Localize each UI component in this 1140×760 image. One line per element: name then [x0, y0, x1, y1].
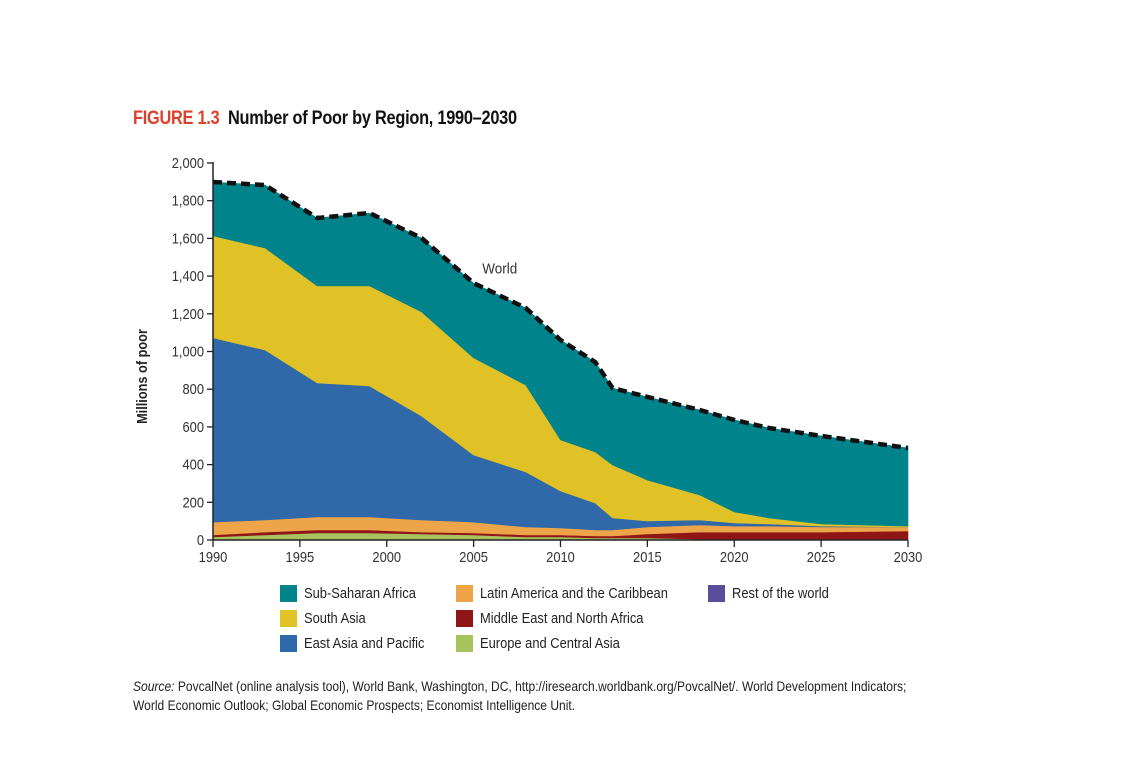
- legend-label: Sub-Saharan Africa: [304, 585, 416, 602]
- x-tick-label: 2030: [894, 548, 923, 565]
- y-tick-label: 1,800: [172, 192, 204, 209]
- figure-title: FIGURE 1.3 Number of Poor by Region, 1990…: [133, 108, 517, 130]
- legend-item-latin-america-caribbean: Latin America and the Caribbean: [456, 585, 698, 602]
- y-tick-label: 1,000: [172, 343, 204, 360]
- legend-label: East Asia and Pacific: [304, 635, 425, 652]
- legend-item-south-asia: South Asia: [280, 610, 376, 627]
- legend-swatch: [456, 610, 473, 627]
- legend-swatch: [456, 585, 473, 602]
- y-axis-label: Millions of poor: [134, 328, 150, 424]
- source-note: Source: PovcalNet (online analysis tool)…: [133, 677, 907, 715]
- x-tick-label: 1990: [199, 548, 228, 565]
- y-tick-label: 800: [183, 380, 205, 397]
- legend-label: Middle East and North Africa: [480, 610, 644, 627]
- x-tick-label: 1995: [286, 548, 315, 565]
- legend-swatch: [708, 585, 725, 602]
- x-tick-label: 2015: [633, 548, 662, 565]
- y-tick-label: 0: [197, 531, 204, 548]
- y-tick-label: 200: [183, 493, 205, 510]
- source-text: PovcalNet (online analysis tool), World …: [133, 678, 907, 713]
- legend-item-europe-central-asia: Europe and Central Asia: [456, 635, 643, 652]
- y-tick-label: 2,000: [172, 154, 204, 171]
- legend-label: Latin America and the Caribbean: [480, 585, 668, 602]
- world-annotation: World: [482, 261, 517, 278]
- legend-item-sub-saharan-africa: Sub-Saharan Africa: [280, 585, 434, 602]
- figure-title-text: Number of Poor by Region, 1990–2030: [228, 108, 517, 129]
- legend-label: South Asia: [304, 610, 366, 627]
- world-total-line: [212, 179, 909, 451]
- x-tick-label: 2020: [720, 548, 749, 565]
- x-tick-label: 2005: [459, 548, 488, 565]
- x-tick-label: 2025: [807, 548, 836, 565]
- source-label: Source:: [133, 678, 175, 694]
- legend-swatch: [280, 585, 297, 602]
- figure-number: FIGURE 1.3: [133, 108, 220, 129]
- y-tick-label: 1,200: [172, 305, 204, 322]
- y-tick-label: 1,600: [172, 229, 204, 246]
- x-tick-label: 2010: [546, 548, 575, 565]
- legend: Sub-Saharan Africa South Asia East Asia …: [280, 585, 900, 665]
- legend-item-middle-east-north-africa: Middle East and North Africa: [456, 610, 670, 627]
- legend-swatch: [280, 610, 297, 627]
- legend-label: Europe and Central Asia: [480, 635, 620, 652]
- legend-item-east-asia-pacific: East Asia and Pacific: [280, 635, 444, 652]
- x-tick-label: 2000: [372, 548, 401, 565]
- y-tick-label: 600: [183, 418, 205, 435]
- y-tick-label: 400: [183, 456, 205, 473]
- y-tick-label: 1,400: [172, 267, 204, 284]
- axes: 0 200 400 600 800 1,000 1,200 1,400 1,600 1,800 2,…: [172, 154, 923, 565]
- legend-label: Rest of the world: [732, 585, 829, 602]
- legend-item-rest-of-world: Rest of the world: [708, 585, 845, 602]
- area-layers: [212, 181, 909, 541]
- legend-swatch: [280, 635, 297, 652]
- legend-swatch: [456, 635, 473, 652]
